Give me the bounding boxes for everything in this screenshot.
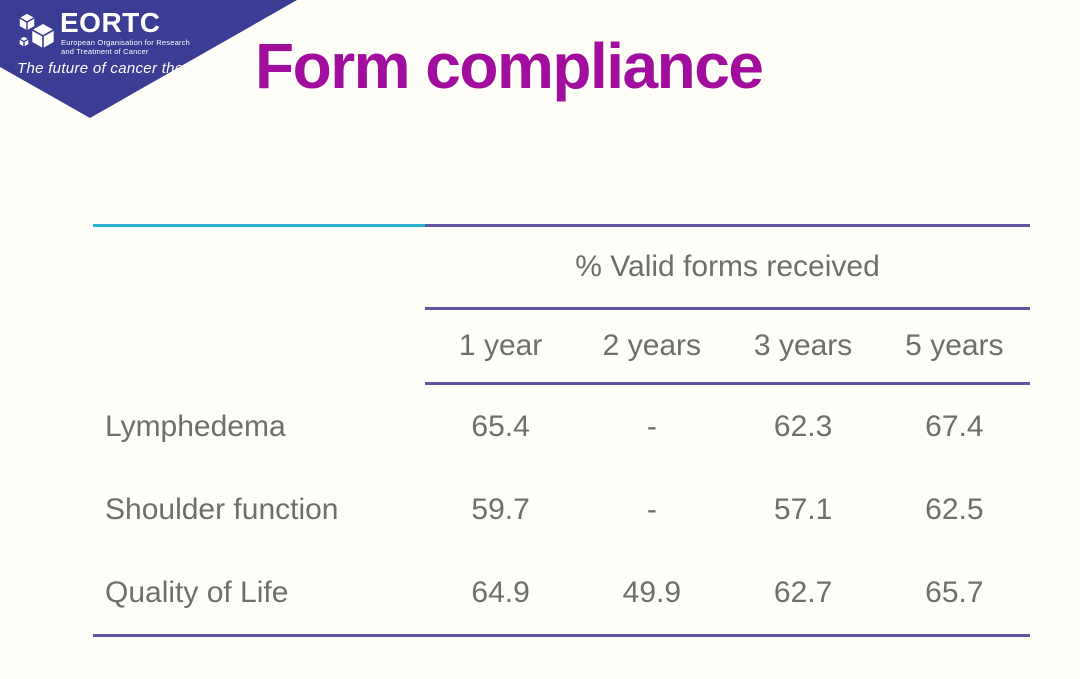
cell-shoulder-2years: - bbox=[646, 492, 657, 526]
cell-lymphedema-3years: 62.3 bbox=[773, 409, 833, 443]
cell-lymphedema-2years: - bbox=[646, 409, 657, 443]
cell-shoulder-3years: 57.1 bbox=[773, 492, 833, 526]
table-top-rule bbox=[93, 224, 1030, 227]
table-note: % Valid forms received bbox=[425, 227, 1030, 310]
table-header-spacer bbox=[93, 310, 425, 385]
brand-name: EORTC bbox=[60, 7, 161, 38]
column-header-1year: 1 year bbox=[425, 310, 577, 385]
table-corner-spacer bbox=[93, 227, 425, 310]
cell-qol-5years: 65.7 bbox=[925, 575, 984, 609]
column-header-2years: 2 years bbox=[576, 310, 728, 385]
row-label-shoulder-function: Shoulder function bbox=[105, 492, 339, 526]
cubes-icon bbox=[18, 12, 56, 50]
cell-qol-2years: 49.9 bbox=[622, 575, 682, 609]
cell-shoulder-1year: 59.7 bbox=[471, 492, 530, 526]
cell-qol-1year: 64.9 bbox=[471, 575, 530, 609]
column-header-3years: 3 years bbox=[727, 310, 879, 385]
brand-tagline: The future of cancer therapy bbox=[17, 60, 214, 77]
cell-lymphedema-5years: 67.4 bbox=[925, 409, 984, 443]
brand-org-line1: European Organisation for Research bbox=[61, 38, 190, 47]
cell-lymphedema-1year: 65.4 bbox=[471, 409, 530, 443]
brand-org-line2: and Treatment of Cancer bbox=[61, 46, 149, 56]
row-label-lymphedema: Lymphedema bbox=[105, 409, 286, 443]
cell-qol-3years: 62.7 bbox=[773, 575, 833, 609]
column-header-5years: 5 years bbox=[878, 310, 1030, 385]
table-grid: % Valid forms received 1 year 2 years 3 … bbox=[93, 227, 1030, 634]
brand-org-text: European Organisation for Research and T… bbox=[61, 38, 190, 56]
compliance-table: % Valid forms received 1 year 2 years 3 … bbox=[93, 224, 1030, 637]
cell-shoulder-5years: 62.5 bbox=[925, 492, 984, 526]
page-title: Form compliance bbox=[255, 30, 764, 102]
row-label-quality-of-life: Quality of Life bbox=[105, 575, 289, 609]
